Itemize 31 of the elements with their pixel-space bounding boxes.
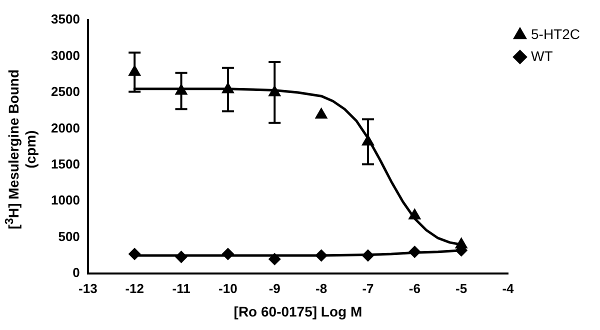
point <box>456 238 467 248</box>
legend-label: WT <box>530 48 554 64</box>
point <box>268 253 280 265</box>
legend-label: 5-HT2C <box>530 26 580 42</box>
point <box>316 250 328 262</box>
y-tick-label: 1500 <box>51 156 80 172</box>
x-tick-label: -11 <box>172 280 190 296</box>
x-tick-label: -4 <box>502 280 515 296</box>
y-tick-label: 1000 <box>51 192 80 208</box>
point <box>362 250 374 262</box>
y-tick-label: 3000 <box>51 48 80 63</box>
x-tick-label: -5 <box>456 280 468 296</box>
x-tick-label: -9 <box>268 280 280 296</box>
x-axis-title: [Ro 60-0175] Log M <box>234 303 362 320</box>
x-tick-label: -6 <box>408 280 420 296</box>
point <box>409 209 420 220</box>
y-tick-label: 2000 <box>51 120 80 136</box>
point <box>222 248 234 260</box>
x-tick-label: -10 <box>218 280 238 296</box>
x-tick-label: -13 <box>78 280 98 296</box>
x-tick-label: -7 <box>362 280 374 296</box>
point <box>176 251 188 263</box>
x-tick-label: -12 <box>125 280 144 296</box>
point <box>128 248 140 260</box>
y-tick-label: 500 <box>58 228 80 244</box>
y-tick-label: 0 <box>72 265 80 280</box>
x-tick-label: -8 <box>316 280 328 296</box>
y-tick-label: 3500 <box>51 12 80 27</box>
point <box>316 108 327 119</box>
y-tick-label: 2500 <box>51 84 80 100</box>
point <box>408 246 420 258</box>
